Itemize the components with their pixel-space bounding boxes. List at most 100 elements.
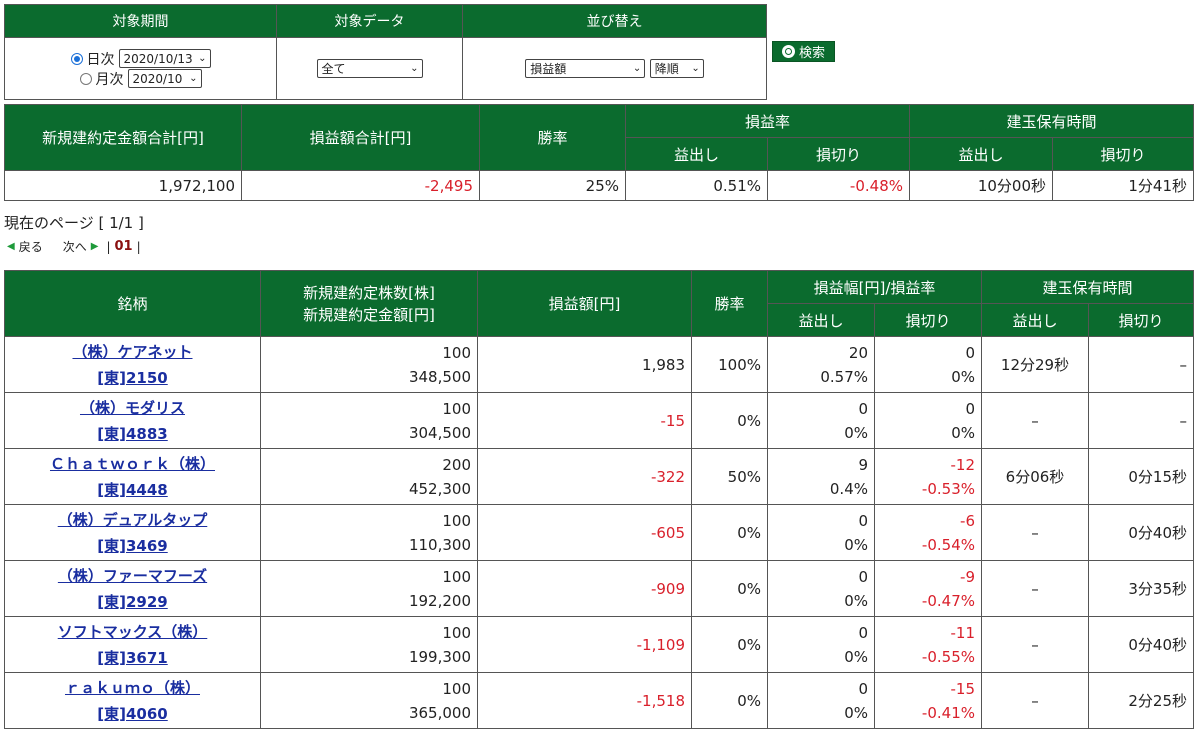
data-cell: 全て ⌄ (276, 37, 463, 100)
win-rate-value: 0% (691, 672, 768, 729)
page-number-link[interactable]: 01 (114, 239, 133, 254)
sort-order-value: 降順 (654, 62, 679, 76)
profit-rate-value: 0% (844, 591, 868, 610)
holding-loss-value: – (1088, 336, 1194, 393)
daily-row: 日次 2020/10/13 ⌄ (6, 49, 275, 69)
shares-value: 100 (442, 343, 471, 362)
monthly-row: 月次 2020/10 ⌄ (6, 69, 275, 89)
profit-range-value: 0 (858, 623, 868, 642)
stock-name-cell: （株）ケアネット [東]2150 (4, 336, 261, 393)
pl-rate-header: 損益率 (625, 104, 910, 138)
pl-value: -1,518 (477, 672, 692, 729)
holding-header: 建玉保有時間 (981, 270, 1194, 304)
profit-range-cell: 0 0% (767, 504, 875, 561)
stock-name-link[interactable]: （株）ファーマフーズ (57, 566, 208, 585)
table-row: （株）ケアネット [東]2150 100 348,500 1,983 100% … (4, 336, 1194, 393)
shares-amount-cell: 100 304,500 (260, 392, 478, 449)
stock-table: 銘柄 新規建約定株数[株] 新規建約定金額[円] 損益額[円] 勝率 損益幅[円… (4, 270, 1194, 729)
stock-name-link[interactable]: Ｃｈａｔｗｏｒｋ（株） (49, 454, 215, 473)
profit-range-value: 0 (858, 679, 868, 698)
pl-value: -15 (477, 392, 692, 449)
amount-value: 192,200 (408, 591, 471, 610)
shares-amount-cell: 100 199,300 (260, 616, 478, 673)
monthly-radio[interactable] (79, 72, 92, 85)
pager-divider: | (136, 239, 141, 254)
stock-code-link[interactable]: [東]2929 (97, 592, 168, 611)
shares-amount-cell: 100 110,300 (260, 504, 478, 561)
loss-rate-value: -0.41% (921, 703, 975, 722)
pl-value: -322 (477, 448, 692, 505)
holding-profit-value: – (981, 392, 1089, 449)
name-header: 銘柄 (4, 270, 261, 337)
shares-amount-header: 新規建約定株数[株] 新規建約定金額[円] (260, 270, 478, 337)
shares-value: 100 (442, 399, 471, 418)
pagination: ◀ 戻る 次へ ▶ | 01 | (7, 238, 141, 255)
loss-range-cell: 0 0% (874, 336, 982, 393)
stock-name-link[interactable]: ソフトマックス（株） (57, 622, 208, 641)
data-header: 対象データ (276, 4, 463, 38)
stock-code-link[interactable]: [東]4060 (97, 704, 168, 723)
profit-rate-value: 0.57% (820, 367, 868, 386)
stock-code-link[interactable]: [東]3469 (97, 536, 168, 555)
chevron-down-icon: ⌄ (189, 73, 198, 84)
stock-name-link[interactable]: （株）ケアネット (72, 342, 193, 361)
win-rate-header: 勝率 (691, 270, 768, 337)
profit-rate-value: 0% (844, 535, 868, 554)
chevron-down-icon: ⌄ (198, 53, 207, 64)
range-profit-header: 益出し (767, 303, 875, 337)
profit-rate-value: 0% (844, 423, 868, 442)
win-rate-value: 0% (691, 560, 768, 617)
sort-order-select[interactable]: 降順 ⌄ (649, 59, 704, 78)
triangle-right-icon: ▶ (90, 241, 99, 252)
chevron-down-icon: ⌄ (691, 63, 700, 74)
profit-range-cell: 0 0% (767, 392, 875, 449)
holding-profit-header: 益出し (909, 137, 1053, 171)
stock-code-link[interactable]: [東]2150 (97, 368, 168, 387)
shares-value: 100 (442, 623, 471, 642)
next-link[interactable]: 次へ (62, 240, 87, 254)
profit-range-cell: 0 0% (767, 616, 875, 673)
stock-name-link[interactable]: （株）モダリス (79, 398, 185, 417)
stock-code-link[interactable]: [東]4448 (97, 480, 168, 499)
loss-range-cell: -15 -0.41% (874, 672, 982, 729)
chevron-down-icon: ⌄ (410, 63, 419, 74)
monthly-label: 月次 (95, 71, 124, 88)
sort-cell: 損益額 ⌄ 降順 ⌄ (462, 37, 767, 100)
pl-header: 損益額[円] (477, 270, 692, 337)
profit-rate-value: 0.4% (829, 479, 868, 498)
stock-name-link[interactable]: （株）デュアルタップ (57, 510, 208, 529)
holding-header: 建玉保有時間 (909, 104, 1194, 138)
loss-rate-value: -0.54% (921, 535, 975, 554)
total-pl-header: 損益額合計[円] (241, 104, 480, 171)
data-select[interactable]: 全て ⌄ (316, 59, 423, 78)
loss-range-value: -11 (950, 623, 976, 642)
stock-rows: （株）ケアネット [東]2150 100 348,500 1,983 100% … (4, 336, 1194, 729)
sort-field-select[interactable]: 損益額 ⌄ (525, 59, 646, 78)
holding-profit-header: 益出し (981, 303, 1089, 337)
search-button-label: 検索 (798, 46, 825, 61)
stock-name-cell: Ｃｈａｔｗｏｒｋ（株） [東]4448 (4, 448, 261, 505)
shares-value: 100 (442, 567, 471, 586)
holding-loss-value: 1分41秒 (1052, 170, 1194, 201)
period-cell: 日次 2020/10/13 ⌄ 月次 2020/10 ⌄ (4, 37, 277, 100)
stock-code-link[interactable]: [東]3671 (97, 648, 168, 667)
win-rate-value: 50% (691, 448, 768, 505)
stock-name-cell: ｒａｋｕｍｏ（株） [東]4060 (4, 672, 261, 729)
daily-radio[interactable] (70, 52, 83, 65)
table-row: ソフトマックス（株） [東]3671 100 199,300 -1,109 0%… (4, 616, 1194, 673)
shares-value: 200 (442, 455, 471, 474)
prev-link[interactable]: 戻る (18, 240, 43, 254)
amount-value: 348,500 (408, 367, 471, 386)
pager-divider: | (106, 239, 111, 254)
search-button[interactable]: 検索 (772, 41, 835, 62)
monthly-date-select[interactable]: 2020/10 ⌄ (127, 69, 202, 88)
triangle-left-icon: ◀ (7, 241, 15, 252)
stock-name-cell: （株）モダリス [東]4883 (4, 392, 261, 449)
stock-name-link[interactable]: ｒａｋｕｍｏ（株） (64, 678, 200, 697)
daily-date-select[interactable]: 2020/10/13 ⌄ (118, 49, 211, 68)
holding-profit-value: 12分29秒 (981, 336, 1089, 393)
profit-range-value: 9 (858, 455, 868, 474)
stock-code-link[interactable]: [東]4883 (97, 424, 168, 443)
profit-range-cell: 0 0% (767, 560, 875, 617)
total-amount-value: 1,972,100 (4, 170, 242, 201)
